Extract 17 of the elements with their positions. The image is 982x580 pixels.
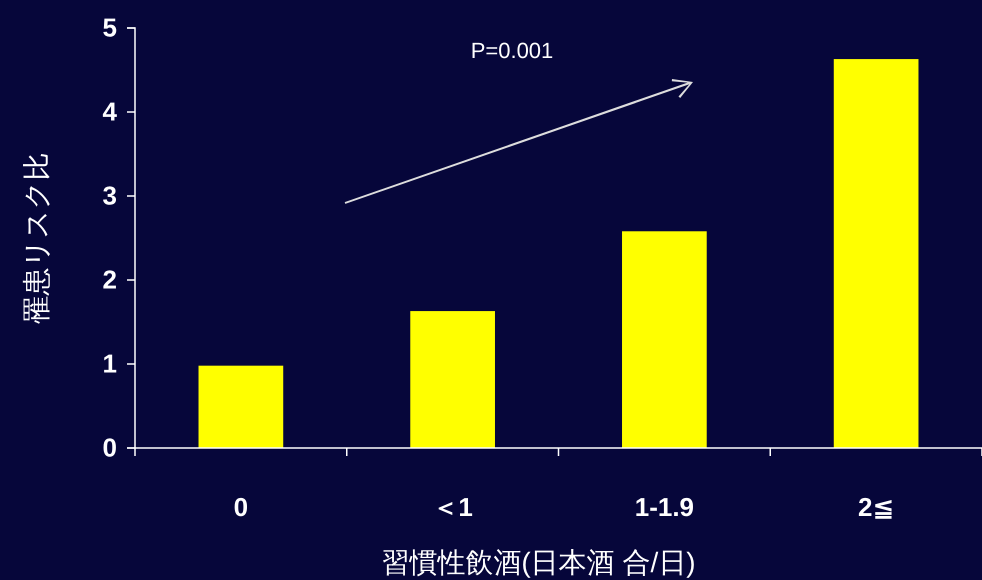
- x-axis-title: 習慣性飲酒(日本酒 合/日): [381, 547, 696, 578]
- bar: [834, 59, 918, 448]
- y-tick-label: 5: [102, 12, 117, 42]
- bar: [622, 231, 707, 448]
- y-tick-label: 2: [102, 264, 117, 294]
- y-tick-label: 1: [102, 348, 117, 378]
- y-axis-title: 罹患リスク比: [21, 152, 52, 324]
- bar: [410, 311, 495, 448]
- annotation: P=0.001: [470, 38, 554, 63]
- y-tick-label: 4: [102, 96, 118, 126]
- x-tick-label: 1-1.9: [634, 492, 694, 522]
- y-tick-label: 0: [102, 432, 117, 462]
- x-tick-label: 0: [234, 492, 248, 522]
- y-tick-label: 3: [102, 180, 117, 210]
- bar: [198, 366, 284, 448]
- x-tick-label: ＜1: [432, 492, 473, 522]
- x-tick-label: 2≦: [858, 492, 894, 522]
